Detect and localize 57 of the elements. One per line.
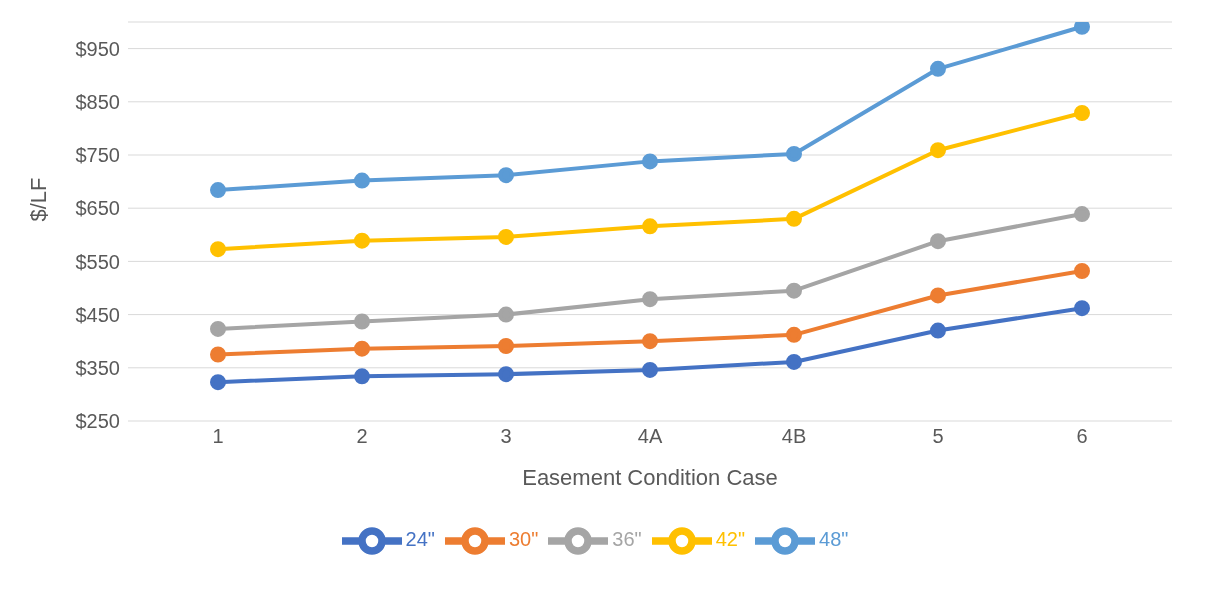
y-tick-label: $750 (75, 144, 120, 167)
point (498, 366, 514, 383)
point (930, 233, 946, 250)
x-tick-label: 4A (637, 425, 663, 448)
x-tick-label: 4B (781, 425, 807, 448)
legend-label: 24" (405, 528, 435, 551)
x-tick-label: 5 (932, 425, 944, 448)
point (498, 337, 514, 354)
point (498, 167, 514, 184)
point (786, 353, 802, 370)
point (210, 374, 226, 391)
point (1074, 300, 1090, 317)
x-axis-title: Easement Condition Case (522, 465, 778, 490)
point (210, 346, 226, 363)
legend-label: 48" (819, 528, 849, 551)
x-tick-label: 1 (212, 425, 224, 448)
point (354, 340, 370, 357)
point (642, 153, 658, 170)
point (354, 368, 370, 385)
point (642, 361, 658, 378)
x-tick-label: 2 (356, 425, 368, 448)
y-tick-label: $850 (75, 90, 120, 113)
point (498, 306, 514, 323)
point (210, 182, 226, 199)
point (930, 142, 946, 159)
y-tick-label: $650 (75, 197, 120, 220)
point (930, 322, 946, 339)
x-tick-label: 6 (1076, 425, 1088, 448)
point (642, 333, 658, 350)
point (642, 218, 658, 235)
point (1074, 206, 1090, 223)
legend-label: 42" (715, 528, 746, 551)
y-tick-label: $250 (75, 410, 120, 433)
point (786, 210, 802, 227)
legend-label: 30" (508, 528, 539, 551)
y-tick-label: $550 (75, 250, 120, 273)
point (354, 313, 370, 330)
point (210, 320, 226, 337)
point (1074, 22, 1090, 35)
legend-label: 36" (612, 528, 642, 551)
point (786, 145, 802, 162)
point (786, 282, 802, 299)
point (642, 291, 658, 308)
point (354, 232, 370, 249)
point (210, 241, 226, 258)
point (930, 60, 946, 77)
point (930, 287, 946, 304)
point (786, 326, 802, 343)
point (1074, 262, 1090, 279)
y-tick-label: $350 (75, 356, 120, 379)
point (1074, 104, 1090, 121)
x-tick-label: 3 (500, 425, 512, 448)
y-tick-label: $450 (75, 303, 120, 326)
point (498, 228, 514, 245)
point (354, 172, 370, 189)
y-axis-title: $/LF (25, 177, 51, 222)
y-tick-label: $950 (75, 37, 120, 60)
